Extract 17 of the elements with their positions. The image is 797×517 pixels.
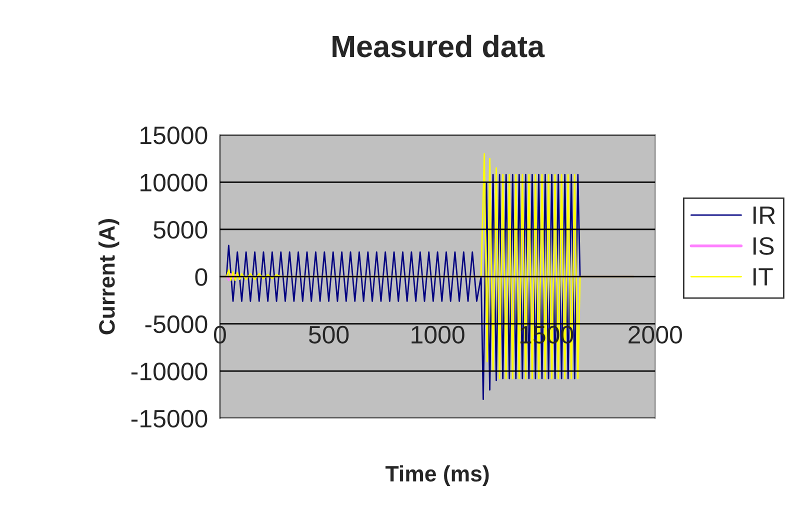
y-tick-label: 0 [195,268,208,286]
x-tick-label: 500 [308,326,349,344]
legend-label: IT [754,268,773,286]
x-tick-label: 1000 [412,326,464,344]
y-axis-title: Current (A) [98,219,120,334]
y-tick-label: 5000 [154,220,208,239]
legend-label: IS [754,237,774,255]
chart-title: Measured data [332,34,545,58]
y-tick-label: 10000 [140,174,208,192]
legend-label: IR [754,206,776,224]
y-tick-label: -10000 [131,362,208,380]
y-tick-label: -15000 [131,410,208,428]
x-tick-label: 2000 [628,326,682,344]
y-tick-label: -5000 [145,315,208,334]
x-axis-title: Time (ms) [386,465,489,486]
x-tick-label: 1500 [520,326,574,344]
y-tick-label: 15000 [140,126,208,144]
